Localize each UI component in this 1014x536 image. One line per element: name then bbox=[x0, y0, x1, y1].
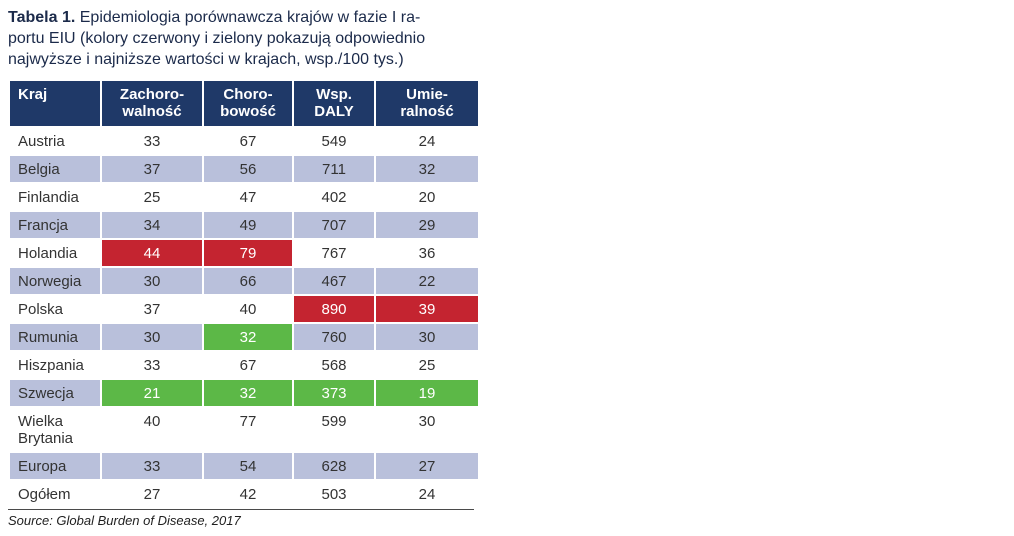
table-row: Francja 34 49 707 29 bbox=[8, 210, 480, 240]
value-cell: 47 bbox=[202, 182, 294, 212]
table-row: Belgia 37 56 711 32 bbox=[8, 154, 480, 184]
country-cell: Polska bbox=[8, 294, 102, 324]
value-cell: 34 bbox=[100, 210, 204, 240]
value-cell: 25 bbox=[374, 350, 480, 380]
country-cell: Austria bbox=[8, 126, 102, 156]
value-cell: 503 bbox=[292, 479, 376, 509]
country-cell: Ogółem bbox=[8, 479, 102, 509]
table-caption-text: Epidemiologia porównawcza krajów w fazie… bbox=[8, 9, 426, 68]
country-cell: Hiszpania bbox=[8, 350, 102, 380]
value-cell: 37 bbox=[100, 154, 204, 184]
value-cell: 467 bbox=[292, 266, 376, 296]
value-cell: 30 bbox=[374, 322, 480, 352]
header-row: Kraj Zachoro- walność Choro- bowość Wsp.… bbox=[8, 79, 480, 128]
value-cell: 33 bbox=[100, 126, 204, 156]
header-kraj: Kraj bbox=[8, 79, 102, 128]
country-cell: Szwecja bbox=[8, 378, 102, 408]
value-cell: 40 bbox=[202, 294, 294, 324]
table-row: Europa 33 54 628 27 bbox=[8, 451, 480, 481]
value-cell: 33 bbox=[100, 350, 204, 380]
value-cell: 40 bbox=[100, 406, 204, 453]
value-cell: 760 bbox=[292, 322, 376, 352]
table-caption: Tabela 1. Epidemiologia porównawcza kraj… bbox=[8, 7, 480, 70]
value-cell: 32 bbox=[202, 378, 294, 408]
country-cell: Norwegia bbox=[8, 266, 102, 296]
country-cell: Holandia bbox=[8, 238, 102, 268]
value-cell: 549 bbox=[292, 126, 376, 156]
country-cell: Europa bbox=[8, 451, 102, 481]
table-row: Polska 37 40 890 39 bbox=[8, 294, 480, 324]
value-cell: 42 bbox=[202, 479, 294, 509]
header-wsp-daly: Wsp. DALY bbox=[292, 79, 376, 128]
value-cell: 32 bbox=[202, 322, 294, 352]
value-cell: 22 bbox=[374, 266, 480, 296]
table-row: Rumunia 30 32 760 30 bbox=[8, 322, 480, 352]
value-cell: 67 bbox=[202, 126, 294, 156]
table-body: Austria 33 67 549 24 Belgia 37 56 711 32 Finlandia… bbox=[8, 126, 480, 509]
value-cell: 373 bbox=[292, 378, 376, 408]
value-cell: 49 bbox=[202, 210, 294, 240]
value-cell: 707 bbox=[292, 210, 376, 240]
value-cell: 27 bbox=[374, 451, 480, 481]
value-cell: 402 bbox=[292, 182, 376, 212]
value-cell: 30 bbox=[100, 322, 204, 352]
value-cell: 24 bbox=[374, 126, 480, 156]
value-cell: 56 bbox=[202, 154, 294, 184]
value-cell: 79 bbox=[202, 238, 294, 268]
header-chorobowosc: Choro- bowość bbox=[202, 79, 294, 128]
epidemiology-table: Kraj Zachoro- walność Choro- bowość Wsp.… bbox=[8, 79, 480, 509]
page: Tabela 1. Epidemiologia porównawcza kraj… bbox=[0, 0, 486, 528]
value-cell: 32 bbox=[374, 154, 480, 184]
value-cell: 44 bbox=[100, 238, 204, 268]
value-cell: 568 bbox=[292, 350, 376, 380]
value-cell: 67 bbox=[202, 350, 294, 380]
header-umieralnosc: Umie- ralność bbox=[374, 79, 480, 128]
country-cell: Belgia bbox=[8, 154, 102, 184]
value-cell: 33 bbox=[100, 451, 204, 481]
value-cell: 30 bbox=[374, 406, 480, 453]
value-cell: 36 bbox=[374, 238, 480, 268]
source-note: Source: Global Burden of Disease, 2017 bbox=[8, 509, 474, 528]
value-cell: 628 bbox=[292, 451, 376, 481]
table-row: Austria 33 67 549 24 bbox=[8, 126, 480, 156]
value-cell: 711 bbox=[292, 154, 376, 184]
table-caption-label: Tabela 1. bbox=[8, 9, 76, 26]
table-row: Szwecja 21 32 373 19 bbox=[8, 378, 480, 408]
header-zachorowalnosc: Zachoro- walność bbox=[100, 79, 204, 128]
country-cell: Rumunia bbox=[8, 322, 102, 352]
value-cell: 20 bbox=[374, 182, 480, 212]
value-cell: 66 bbox=[202, 266, 294, 296]
value-cell: 30 bbox=[100, 266, 204, 296]
value-cell: 599 bbox=[292, 406, 376, 453]
country-cell: Francja bbox=[8, 210, 102, 240]
table-row: Wielka Brytania 40 77 599 30 bbox=[8, 406, 480, 453]
value-cell: 890 bbox=[292, 294, 376, 324]
value-cell: 27 bbox=[100, 479, 204, 509]
table-row: Finlandia 25 47 402 20 bbox=[8, 182, 480, 212]
table-row: Holandia 44 79 767 36 bbox=[8, 238, 480, 268]
table-row: Ogółem 27 42 503 24 bbox=[8, 479, 480, 509]
value-cell: 39 bbox=[374, 294, 480, 324]
value-cell: 25 bbox=[100, 182, 204, 212]
value-cell: 24 bbox=[374, 479, 480, 509]
value-cell: 29 bbox=[374, 210, 480, 240]
value-cell: 77 bbox=[202, 406, 294, 453]
value-cell: 54 bbox=[202, 451, 294, 481]
table-row: Norwegia 30 66 467 22 bbox=[8, 266, 480, 296]
country-cell: Wielka Brytania bbox=[8, 406, 102, 453]
value-cell: 21 bbox=[100, 378, 204, 408]
country-cell: Finlandia bbox=[8, 182, 102, 212]
table-row: Hiszpania 33 67 568 25 bbox=[8, 350, 480, 380]
value-cell: 37 bbox=[100, 294, 204, 324]
value-cell: 767 bbox=[292, 238, 376, 268]
value-cell: 19 bbox=[374, 378, 480, 408]
